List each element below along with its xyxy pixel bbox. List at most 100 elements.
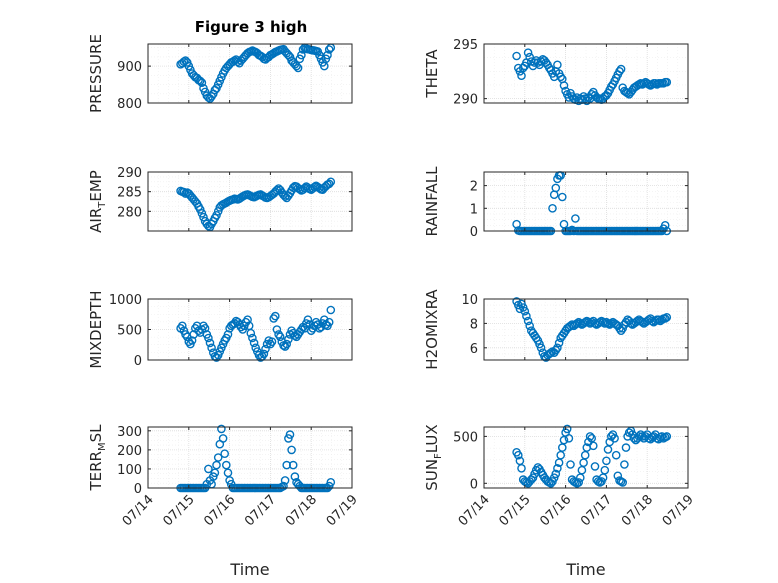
axes-frame [147,171,353,232]
data-point [662,432,672,441]
data-point [553,60,562,70]
data-point [611,450,621,460]
data-point [580,317,590,327]
data-point [595,94,605,103]
y-tick-label: 290 [453,93,478,108]
data-point [615,67,624,76]
data-point [523,316,533,326]
data-point [220,449,229,459]
y-axis-label-main: AIR [87,208,105,233]
data-point [559,81,569,90]
data-point [249,338,259,348]
data-point [197,78,207,87]
y-axis-label: TERRMSL [87,424,108,492]
y-axis-label-main: H2OMIXRA [423,289,441,370]
y-tick-label: 100 [117,463,142,478]
data-point [525,52,535,62]
y-tick-label: 1000 [109,293,142,308]
data-point [181,330,190,339]
data-point [517,463,526,473]
y-axis-label-main: TERR [87,451,105,492]
data-point [660,220,670,230]
data-point [520,306,530,316]
data-point [187,336,197,345]
data-point [279,481,288,491]
data-point [248,333,257,343]
x-axis-label: Time [565,560,605,579]
y-tick-label: 900 [117,60,142,75]
subplot-theta: 290 295 THETA [423,38,689,108]
data-point [212,460,221,470]
data-point [207,343,216,353]
axes-frame [147,43,353,104]
data-point [571,214,580,223]
y-tick-label: 200 [117,444,142,459]
data-point [324,45,334,54]
data-point [616,64,626,74]
subplot-mixdepth: 0 500 1000 MIXDEPTH [87,290,353,369]
data-point [595,317,605,327]
y-tick-label: 6 [470,342,478,357]
data-point [662,312,672,322]
data-point [621,443,631,452]
data-point [517,71,526,80]
data-point [551,183,561,193]
axes-frame [483,298,689,361]
data-point [523,48,533,58]
data-point [602,456,611,466]
data-point [566,460,575,469]
y-axis-label: AIRTEMP [87,170,108,233]
axes-frame [147,426,353,489]
figure-title: Figure 3 high [195,18,308,36]
y-axis-label: THETA [423,49,441,99]
subplot-h2omixra: 6 8 10 H2OMIXRA [423,289,689,370]
data-point [512,51,521,61]
data-point [600,465,610,475]
y-axis-label: MIXDEPTH [87,290,105,368]
data-point [204,333,213,343]
data-point [558,192,567,202]
data-point [303,315,313,325]
data-point [259,349,269,359]
data-point [205,338,215,348]
data-point [580,450,590,460]
y-tick-label: 8 [470,317,478,332]
y-tick-label: 2 [470,180,478,195]
data-point [284,334,293,344]
y-axis-label-subscript: T [97,201,108,209]
data-point [221,460,231,470]
data-point [514,450,523,460]
data-point [553,463,562,473]
y-tick-label: 280 [117,205,142,220]
data-point [585,432,595,441]
data-point [297,50,306,60]
data-point [326,305,336,315]
data-point [564,433,574,443]
data-point [246,328,256,338]
data-point [551,469,561,479]
data-point [204,464,213,474]
data-point [290,472,300,481]
data-point [243,315,252,325]
data-point [546,348,556,358]
data-point [553,343,562,353]
data-point [618,478,628,487]
data-point [195,76,205,86]
y-tick-label: 300 [117,425,142,440]
data-point [223,330,233,339]
axes-frame [483,426,689,489]
y-tick-label: 0 [134,354,142,369]
data-point [589,441,598,451]
y-axis-label: PRESSURE [87,34,105,113]
data-point [574,478,584,487]
y-axis-label-subscript: M [97,442,108,451]
data-point [525,321,535,331]
data-point [288,460,298,470]
data-point [179,187,189,197]
data-point [590,462,600,471]
plot-area [484,172,688,231]
data-point [267,337,277,347]
data-point [223,468,233,478]
subplot-air-temp: 280 285 290 AIRTEMP [87,166,353,233]
data-point [536,343,546,353]
